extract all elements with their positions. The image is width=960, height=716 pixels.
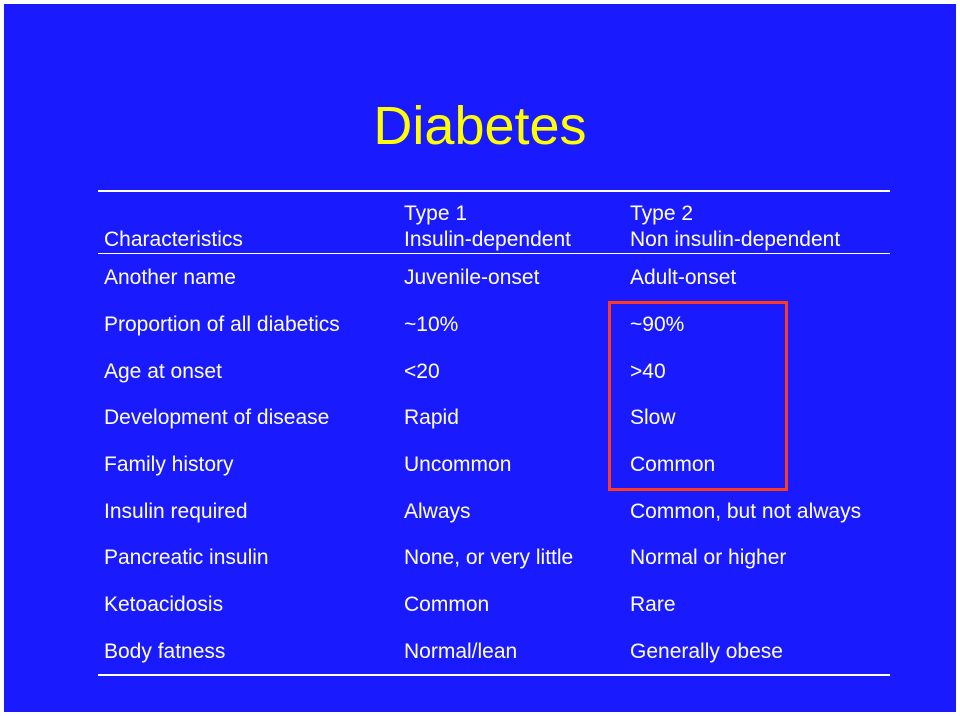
row-type2-value: Common: [630, 453, 716, 476]
row-characteristic: Family history: [104, 453, 234, 476]
slide: Diabetes Characteristics Type 1 Insulin-…: [4, 4, 956, 712]
row-type1-value: None, or very little: [404, 546, 574, 569]
row-characteristic: Age at onset: [104, 360, 222, 383]
slide-title: Diabetes: [373, 96, 587, 156]
row-type2-value: Common, but not always: [630, 500, 862, 523]
row-type1-value: <20: [404, 360, 440, 383]
row-type2-value: Rare: [630, 593, 676, 616]
header-type1-subtitle: Insulin-dependent: [404, 228, 571, 251]
row-type1-value: Uncommon: [404, 453, 512, 476]
header-type1: Type 1: [404, 202, 468, 225]
table-header-rule: [98, 253, 890, 254]
row-type2-value: Generally obese: [630, 640, 783, 663]
table-bottom-rule: [98, 674, 890, 676]
row-type1-value: ~10%: [404, 313, 459, 336]
row-characteristic: Insulin required: [104, 500, 248, 523]
table-top-rule: [98, 190, 890, 192]
header-type2: Type 2: [630, 202, 694, 225]
row-type2-value: Slow: [630, 406, 676, 429]
row-type1-value: Normal/lean: [404, 640, 518, 663]
highlight-box: [608, 301, 788, 491]
row-characteristic: Ketoacidosis: [104, 593, 224, 616]
row-type2-value: ~90%: [630, 313, 685, 336]
row-type2-value: Adult-onset: [630, 266, 737, 289]
row-characteristic: Pancreatic insulin: [104, 546, 269, 569]
row-characteristic: Another name: [104, 266, 236, 289]
row-type1-value: Always: [404, 500, 471, 523]
row-type1-value: Juvenile-onset: [404, 266, 540, 289]
header-type2-subtitle: Non insulin-dependent: [630, 228, 841, 251]
row-type2-value: Normal or higher: [630, 546, 787, 569]
row-characteristic: Development of disease: [104, 406, 330, 429]
row-type2-value: >40: [630, 360, 666, 383]
row-type1-value: Common: [404, 593, 490, 616]
row-type1-value: Rapid: [404, 406, 459, 429]
row-characteristic: Proportion of all diabetics: [104, 313, 340, 336]
row-characteristic: Body fatness: [104, 640, 226, 663]
header-characteristics: Characteristics: [104, 228, 243, 251]
